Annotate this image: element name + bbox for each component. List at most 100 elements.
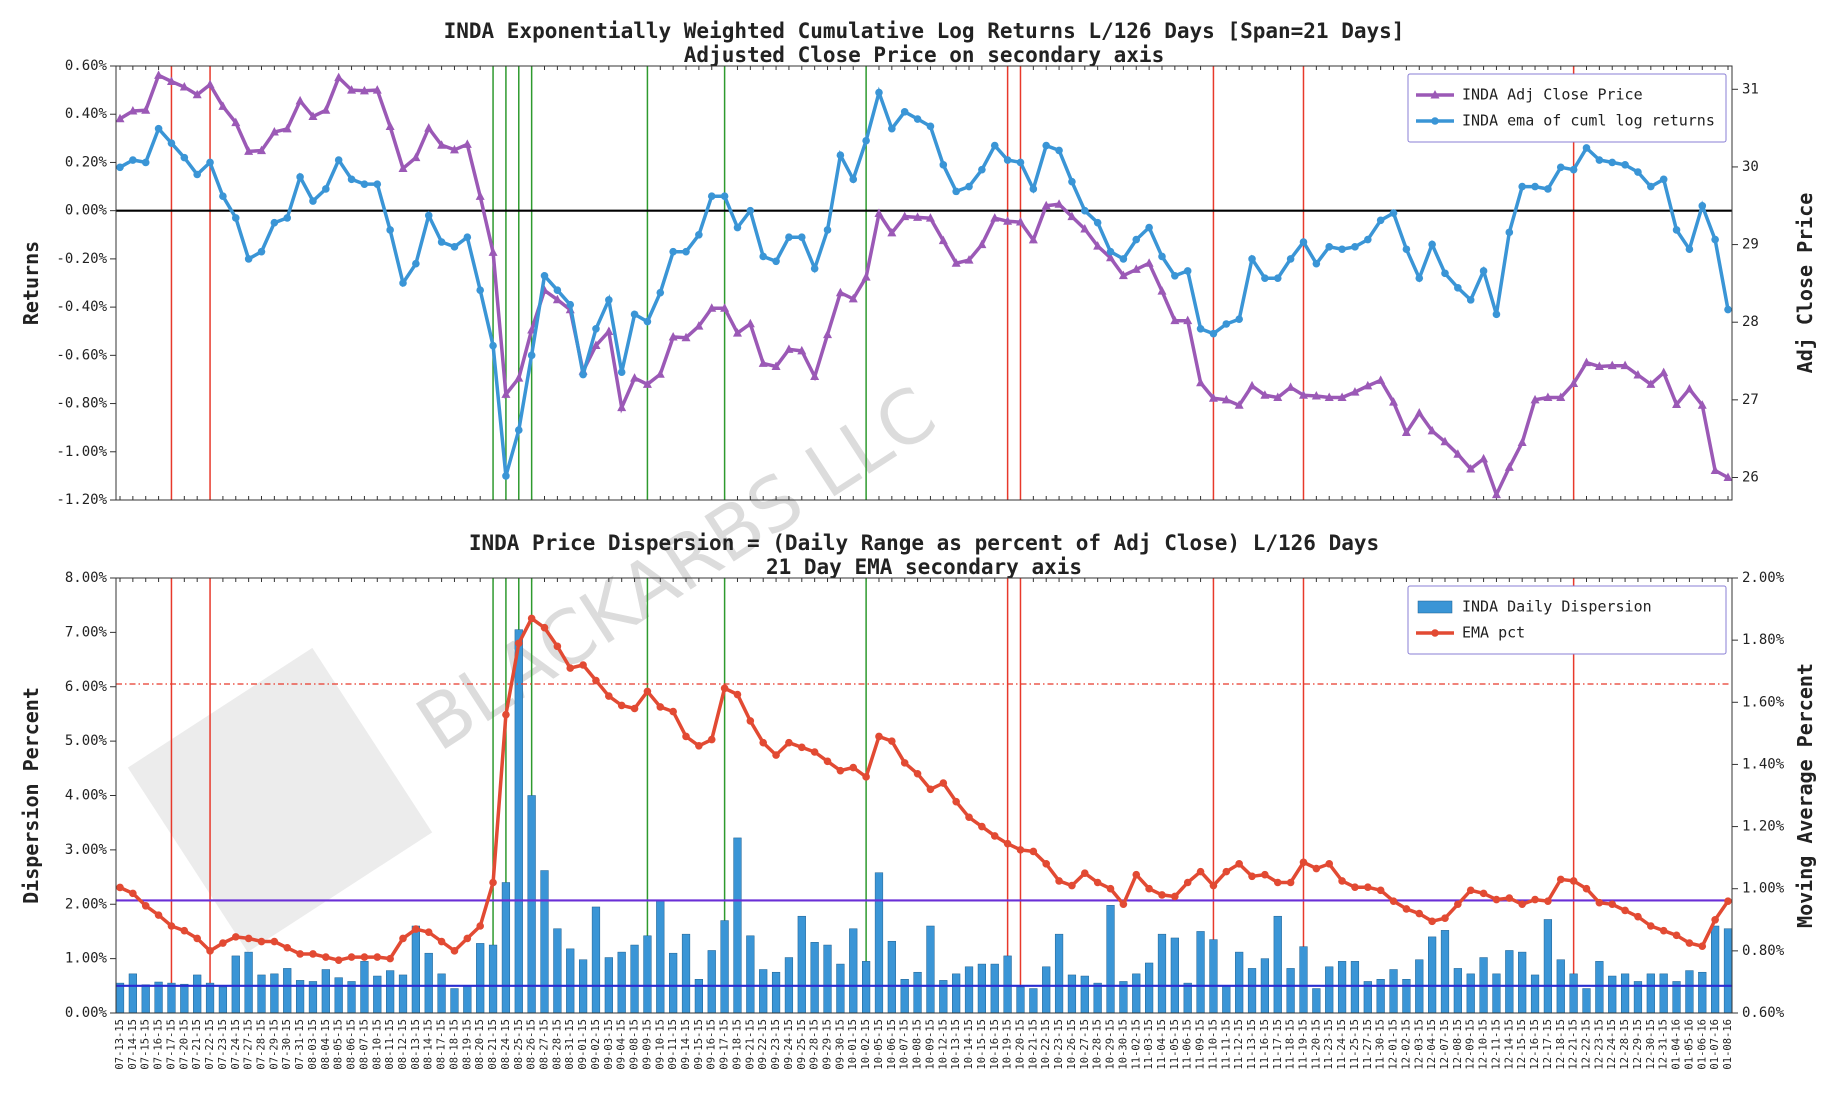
point-marker [1158,252,1166,261]
point-marker [732,328,742,337]
point-marker [360,953,369,961]
point-marker [642,379,652,388]
y-tick-label: -0.80% [56,396,107,412]
x-tick-label: 11-05-15 [1169,1019,1181,1070]
bar [115,982,125,1014]
point-marker [926,122,935,131]
point-marker [399,934,407,943]
watermark-logo [127,647,433,953]
x-tick-label: 08-10-15 [371,1019,383,1070]
x-tick-label: 08-03-15 [307,1019,319,1070]
point-marker [450,243,459,251]
x-tick-label: 12-02-15 [1400,1019,1412,1070]
y-tick-label: 2.00% [65,896,108,912]
point-marker [1428,240,1436,249]
point-marker [1685,939,1694,947]
x-tick-label: 09-18-15 [731,1019,743,1070]
point-marker [540,271,549,280]
bar [1286,968,1295,1014]
point-marker [1479,889,1488,898]
bar [887,940,896,1014]
point-marker [888,737,896,745]
bar [1222,985,1231,1014]
point-marker [1659,926,1668,935]
point-marker [656,703,665,711]
x-tick-label: 12-16-15 [1529,1019,1541,1070]
point-marker [206,947,214,955]
point-marker [1608,158,1617,167]
y2-tick-label: 1.00% [1742,881,1785,897]
point-marker [115,113,125,123]
bar [1054,933,1064,1014]
point-marker [1491,489,1501,499]
point-marker [1312,864,1321,873]
y2-tick-label: 1.60% [1742,694,1785,710]
x-tick-label: 01-04-16 [1671,1019,1683,1070]
point-marker [411,152,421,162]
point-marker [359,85,369,95]
x-tick-label: 10-13-15 [950,1019,962,1070]
point-marker [952,187,960,196]
bar [1196,931,1205,1014]
point-marker [681,332,691,342]
point-marker [129,889,137,898]
bar [1505,950,1514,1014]
point-marker [1569,877,1578,885]
bar [1428,936,1437,1014]
point-marker [1582,144,1591,152]
bar [231,955,240,1014]
point-marker [334,156,343,164]
point-marker [1711,915,1719,924]
x-tick-label: 10-12-15 [937,1019,949,1070]
bar [849,928,858,1014]
point-marker [1081,869,1089,877]
bar [514,629,523,1014]
x-tick-label: 11-13-15 [1246,1019,1258,1070]
x-tick-label: 12-07-15 [1439,1019,1451,1070]
point-marker [1221,394,1231,404]
bar [283,968,292,1014]
x-tick-label: 12-17-15 [1542,1019,1554,1070]
point-marker [952,797,960,806]
watermark: BLACKARBS LLC [127,370,951,953]
x-tick-label: 07-15-15 [140,1019,152,1070]
point-marker [1544,185,1552,193]
bar [218,986,228,1014]
point-marker [489,878,497,887]
bar [476,943,485,1014]
point-marker [1157,286,1167,295]
point-marker [1427,425,1437,435]
x-tick-label: 10-06-15 [886,1019,898,1070]
legend-marker [1431,117,1439,125]
point-marker [759,252,767,261]
point-marker [1621,906,1629,915]
bar [746,935,755,1014]
point-marker [1556,392,1566,402]
point-marker [309,197,317,205]
bar [1080,975,1089,1014]
point-marker [1312,259,1321,268]
x-tick-label: 10-01-15 [847,1019,859,1070]
point-marker [1376,375,1386,384]
point-marker [1723,472,1733,481]
y-axis-label: Returns [19,241,43,325]
point-marker [1620,360,1630,370]
bar [1299,946,1308,1014]
point-marker [1029,847,1038,856]
point-marker [193,170,201,179]
x-tick-label: 10-26-15 [1066,1019,1078,1070]
point-marker [990,213,1000,222]
point-marker [257,145,267,155]
point-marker [1222,320,1231,328]
bar [437,973,446,1014]
point-marker [1093,218,1102,227]
point-marker [771,361,781,370]
bar [1492,973,1501,1014]
point-marker [1042,860,1051,868]
point-marker [141,105,151,114]
point-marker [849,763,858,772]
y-tick-label: -0.20% [56,251,107,267]
bar [527,795,536,1014]
point-marker [913,115,922,123]
x-tick-label: 11-20-15 [1310,1019,1322,1070]
